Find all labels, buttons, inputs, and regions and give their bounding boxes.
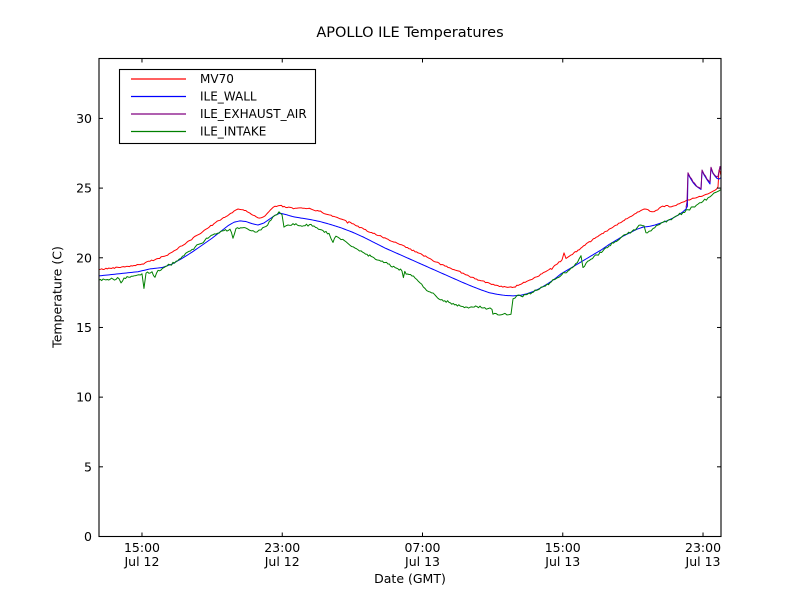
x-tick-label-date: Jul 12 xyxy=(123,554,159,569)
axes-border xyxy=(98,57,722,538)
y-tick-label: 5 xyxy=(84,459,92,474)
x-axis-label: Date (GMT) xyxy=(374,571,446,586)
y-tick-label: 0 xyxy=(84,529,92,544)
y-tick-label: 20 xyxy=(76,250,92,265)
x-tick-label-time: 07:00 xyxy=(404,540,440,555)
legend-label-ILE_WALL: ILE_WALL xyxy=(200,90,257,104)
x-tick-label-date: Jul 12 xyxy=(264,554,300,569)
y-axis-label: Temperature (C) xyxy=(49,246,65,348)
legend-label-ILE_EXHAUST_AIR: ILE_EXHAUST_AIR xyxy=(200,107,307,121)
series-line-ILE_WALL xyxy=(98,167,722,297)
x-tick-label-date: Jul 13 xyxy=(544,554,580,569)
y-tick-label: 10 xyxy=(76,390,92,405)
y-tick-label: 30 xyxy=(76,111,92,126)
x-tick-label-time: 15:00 xyxy=(124,540,160,555)
y-tick-label: 15 xyxy=(76,320,92,335)
x-tick-label-time: 15:00 xyxy=(545,540,581,555)
x-tick-label-date: Jul 13 xyxy=(685,554,721,569)
series-line-ILE_INTAKE xyxy=(98,189,722,316)
legend-label-ILE_INTAKE: ILE_INTAKE xyxy=(200,125,266,139)
y-tick-label: 25 xyxy=(76,181,92,196)
legend-label-MV70: MV70 xyxy=(200,72,234,86)
x-tick-label-date: Jul 13 xyxy=(404,554,440,569)
x-tick-label-time: 23:00 xyxy=(264,540,300,555)
x-tick-label-time: 23:00 xyxy=(685,540,721,555)
series-line-ILE_EXHAUST_AIR xyxy=(685,166,722,208)
chart-title: APOLLO ILE Temperatures xyxy=(316,25,504,41)
series-line-MV70 xyxy=(98,169,722,288)
